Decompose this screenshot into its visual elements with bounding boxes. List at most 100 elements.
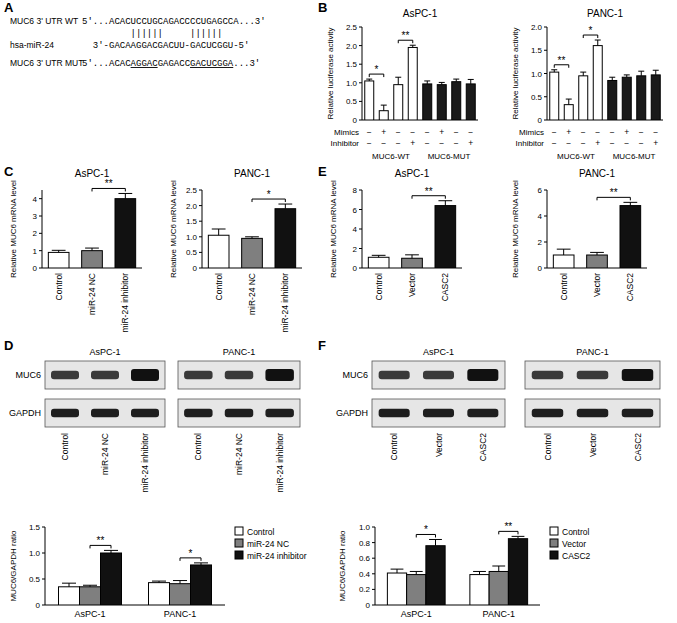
band: [184, 409, 212, 417]
error-stem: [125, 193, 126, 198]
blot-membrane: [45, 361, 165, 389]
y-tick-label: 0: [36, 601, 41, 610]
error-cap: [653, 70, 659, 71]
band: [91, 371, 119, 379]
y-axis-line: [45, 527, 46, 605]
y-tick: [372, 573, 375, 574]
bar: [208, 235, 229, 268]
error-cap: [623, 202, 637, 203]
y-tick: [544, 216, 547, 217]
bar-chart: PANC-1Relative MUC6 mRNA level0246Contro…: [511, 168, 647, 301]
condition-mark: −: [381, 138, 386, 148]
error-cap: [85, 248, 99, 249]
error-bar: [395, 77, 401, 84]
western-blot: MUC6GAPDHAsPC-1ControlVectorCASC2PANC-1C…: [336, 347, 660, 461]
y-axis-line: [547, 190, 548, 268]
condition-mark: −: [425, 138, 430, 148]
y-tick-label: 0: [538, 264, 543, 273]
x-tick-label: miR-24 NC: [87, 273, 97, 315]
x-tick-label: miR-24 NC: [247, 273, 257, 315]
y-tick: [544, 120, 547, 121]
bar-chart: PANC-1Relative luciferase activity00.51.…: [511, 8, 663, 161]
sequence-segment: AGGAC: [131, 59, 159, 69]
y-tick-label: 0: [366, 601, 371, 610]
error-cap: [609, 77, 615, 78]
bar: [59, 587, 80, 605]
bar: [437, 85, 446, 120]
condition-label: Mimics: [334, 128, 359, 137]
error-cap: [453, 79, 459, 80]
sequence: 5'...ACACAGGACGAGACCGACUCGGA...3': [82, 59, 260, 69]
lane-label: Vector: [588, 433, 598, 457]
blot-header: PANC-1: [223, 347, 255, 357]
y-tick: [359, 101, 362, 102]
lane-label: Control: [543, 433, 553, 461]
y-tick-label: 1.5: [186, 217, 198, 226]
lane-label: miR-24 NC: [234, 433, 244, 475]
y-tick-label: 8: [353, 186, 358, 195]
condition-mark: −: [581, 138, 586, 148]
condition-mark: −: [396, 138, 401, 148]
band: [423, 371, 454, 379]
condition-mark: −: [552, 127, 557, 137]
bar: [387, 573, 406, 605]
error-stem: [398, 77, 399, 84]
y-axis-line: [42, 190, 43, 268]
band: [532, 409, 564, 417]
y-tick: [199, 252, 202, 253]
band: [184, 371, 212, 379]
bar: [379, 111, 388, 120]
y-tick-label: 1: [33, 247, 38, 256]
bar-chart: AsPC-1Relative MUC6 mRNA level01234Contr…: [9, 168, 142, 333]
y-tick-label: 1.0: [531, 70, 543, 79]
error-bar: [438, 201, 452, 206]
condition-mark: +: [624, 127, 629, 137]
y-tick: [544, 242, 547, 243]
legend-swatch: [235, 527, 243, 535]
panel-label: E: [318, 164, 327, 179]
error-cap: [62, 583, 76, 584]
band: [577, 371, 609, 379]
significance-label: *: [189, 548, 193, 559]
bar: [80, 587, 101, 605]
error-stem: [69, 583, 70, 587]
y-tick-label: 1.0: [186, 233, 198, 242]
y-tick: [359, 190, 362, 191]
error-bar: [623, 202, 637, 205]
error-bar: [609, 77, 615, 80]
y-tick: [359, 248, 362, 249]
error-stem: [655, 70, 656, 75]
error-stem: [498, 566, 499, 571]
x-tick-label: Control: [214, 273, 224, 301]
error-cap: [624, 74, 630, 75]
y-tick-label: 0.4: [359, 570, 371, 579]
y-tick: [199, 221, 202, 222]
bar: [637, 76, 646, 120]
y-tick: [372, 542, 375, 543]
legend-label: miR-24 NC: [247, 539, 289, 549]
lane-label: Control: [60, 433, 70, 461]
error-bar: [429, 539, 442, 545]
y-tick-label: 1.0: [29, 549, 41, 558]
x-tick-label: Control: [374, 273, 384, 301]
y-tick: [359, 27, 362, 28]
y-tick: [372, 605, 375, 606]
bar: [587, 255, 608, 268]
chart-title: AsPC-1: [75, 168, 110, 179]
error-cap: [52, 250, 66, 251]
y-tick-label: 2.5: [186, 186, 198, 195]
bar: [608, 80, 617, 120]
bar-chart: PANC-1Relative MUC6 mRNA level00.51.01.5…: [169, 168, 302, 333]
condition-mark: −: [410, 127, 415, 137]
band: [467, 369, 498, 381]
bar: [579, 76, 588, 120]
significance-label: *: [267, 189, 271, 200]
legend-label: miR-24 inhibitor: [247, 551, 307, 561]
error-cap: [566, 99, 572, 100]
error-bar: [104, 550, 118, 553]
x-tick-label: Vector: [407, 273, 417, 297]
band: [423, 409, 454, 417]
error-cap: [391, 569, 404, 570]
marks: [553, 202, 640, 268]
error-bar: [638, 71, 644, 76]
